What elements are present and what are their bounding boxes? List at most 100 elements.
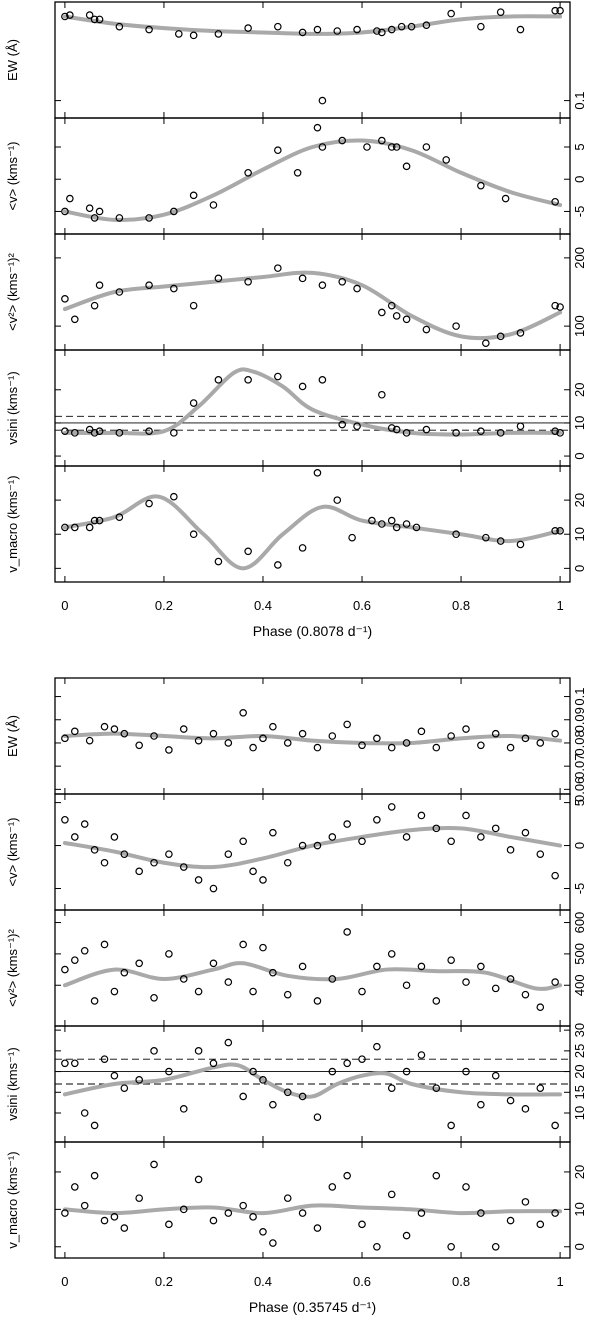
data-point xyxy=(407,22,416,31)
data-point xyxy=(387,301,396,310)
data-point xyxy=(110,1071,119,1080)
data-point xyxy=(452,429,460,437)
data-point xyxy=(387,950,396,958)
data-point xyxy=(496,8,505,16)
x-tick-label: 0.8 xyxy=(452,598,470,613)
data-point xyxy=(95,516,104,525)
data-point xyxy=(150,1160,158,1169)
data-point xyxy=(313,469,322,477)
data-point xyxy=(298,544,307,552)
data-point xyxy=(298,382,307,391)
data-point xyxy=(120,850,129,858)
data-point xyxy=(269,828,277,837)
data-point xyxy=(80,1201,89,1210)
data-point xyxy=(536,850,545,858)
data-point xyxy=(521,1105,530,1113)
data-point xyxy=(61,1059,69,1068)
data-point xyxy=(283,990,292,999)
data-point xyxy=(283,739,292,747)
data-point xyxy=(110,1213,119,1221)
data-point xyxy=(333,27,342,35)
y-axis-label: vsini (kms⁻¹) xyxy=(5,1047,20,1120)
data-point xyxy=(274,264,282,272)
data-point xyxy=(283,1194,292,1202)
data-point xyxy=(353,284,361,293)
x-tick-label: 0.4 xyxy=(254,1274,272,1289)
data-point xyxy=(452,322,460,330)
data-point xyxy=(368,516,376,525)
data-point xyxy=(214,274,223,283)
data-point xyxy=(516,422,525,431)
data-point xyxy=(313,123,322,132)
data-point xyxy=(120,729,129,738)
panel-frame xyxy=(54,465,571,583)
data-point xyxy=(209,884,218,893)
y-axis-label: <v²> (kms⁻¹)² xyxy=(5,253,20,331)
data-point xyxy=(61,523,69,532)
data-point xyxy=(209,201,218,209)
data-point xyxy=(556,429,564,437)
data-point xyxy=(224,739,233,747)
data-point xyxy=(417,962,426,971)
data-point xyxy=(110,725,119,733)
data-point xyxy=(150,1047,158,1055)
data-point xyxy=(338,420,347,429)
x-tick-label: 0 xyxy=(61,598,68,613)
data-point xyxy=(358,1220,366,1229)
data-point xyxy=(328,975,337,983)
data-point xyxy=(378,308,386,317)
y-axis-label: EW (Å) xyxy=(5,39,20,81)
data-point xyxy=(358,987,366,996)
data-point xyxy=(145,427,153,436)
data-point xyxy=(373,27,381,35)
y-tick-label: 10 xyxy=(572,527,587,541)
data-point xyxy=(61,427,69,436)
data-point xyxy=(90,516,99,525)
data-point xyxy=(516,329,525,337)
x-tick-label: 1 xyxy=(556,598,563,613)
data-point xyxy=(174,30,183,38)
data-point xyxy=(506,1216,515,1225)
data-point xyxy=(556,527,564,535)
data-point xyxy=(521,828,530,837)
y-tick-label: 20 xyxy=(572,383,587,397)
data-point xyxy=(135,1194,143,1202)
data-point xyxy=(90,15,99,24)
data-point xyxy=(145,499,153,508)
data-point xyxy=(283,858,292,867)
x-tick-label: 0.2 xyxy=(155,598,173,613)
data-point xyxy=(447,732,455,740)
data-point xyxy=(269,1239,277,1247)
data-point xyxy=(189,399,198,407)
data-point xyxy=(536,1220,545,1229)
panel-frame xyxy=(54,1141,571,1259)
data-point xyxy=(392,143,401,151)
data-point xyxy=(189,301,198,310)
data-point xyxy=(179,725,188,733)
data-point xyxy=(318,96,327,105)
data-point xyxy=(274,372,282,381)
data-point xyxy=(100,722,109,731)
data-point xyxy=(100,858,109,867)
data-point xyxy=(373,962,381,971)
data-point xyxy=(71,1059,79,1068)
data-point xyxy=(194,1175,203,1184)
data-point xyxy=(298,274,307,283)
y-axis-label: EW (Å) xyxy=(5,715,20,757)
y-tick-label: 0.07 xyxy=(572,754,587,779)
y-tick-label: 0.1 xyxy=(572,92,587,110)
data-point xyxy=(249,1067,257,1076)
data-point xyxy=(224,1209,233,1217)
data-point xyxy=(358,837,366,846)
data-point xyxy=(298,962,307,971)
data-point xyxy=(536,1084,545,1092)
panel-vmacro: 0 10 20 v_macro (kms⁻¹) xyxy=(5,1141,587,1259)
y-tick-label: 20 xyxy=(572,1165,587,1179)
data-point xyxy=(348,533,356,542)
data-point xyxy=(61,12,69,21)
data-point xyxy=(145,281,153,289)
data-point xyxy=(90,1121,99,1130)
data-point xyxy=(506,1096,515,1105)
data-point xyxy=(115,513,124,521)
data-point xyxy=(80,820,89,828)
